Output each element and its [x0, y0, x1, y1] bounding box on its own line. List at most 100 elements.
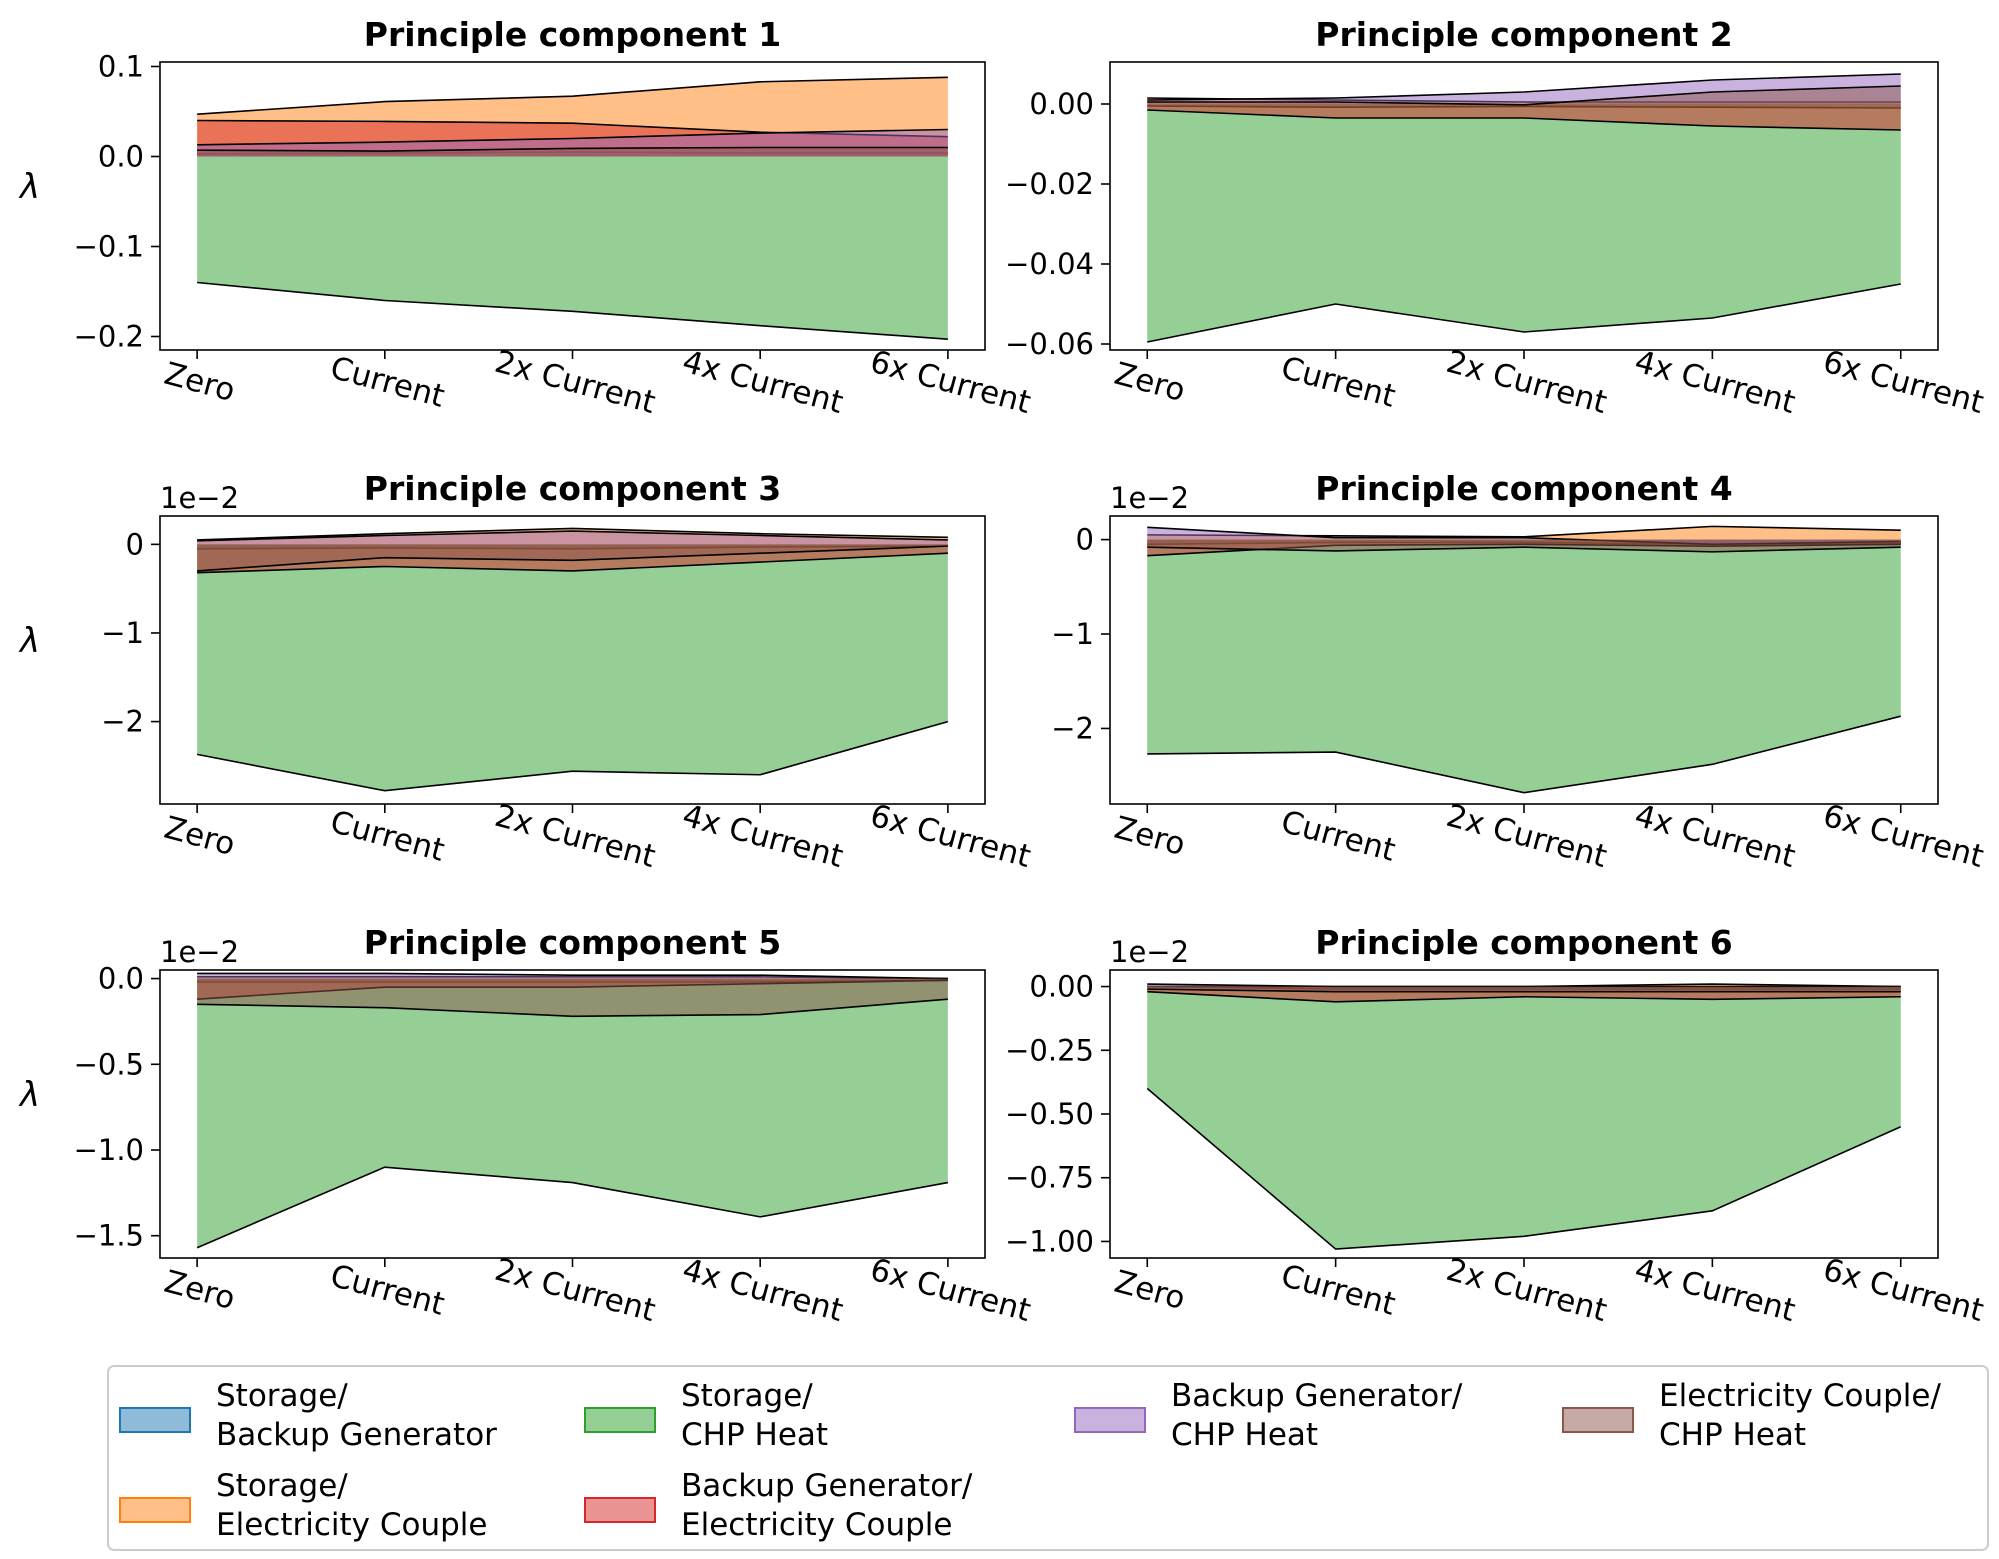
area-electricity-couple-chp-heat	[1147, 86, 1901, 105]
x-tick-label: 6x Current	[1819, 344, 1987, 421]
x-tick-label: 4x Current	[1631, 344, 1799, 421]
legend-label-line2: CHP Heat	[1171, 1417, 1318, 1453]
x-tick-label: 6x Current	[1819, 1252, 1987, 1329]
legend-item-backup-generator-chp-heat: Backup Generator/CHP Heat	[1074, 1378, 1463, 1453]
x-tick-label: 2x Current	[1443, 798, 1611, 875]
area-electricity-couple-chp-heat	[1147, 986, 1901, 992]
legend-label-line2: CHP Heat	[681, 1417, 828, 1453]
area-backup-generator-chp-heat	[1147, 984, 1901, 987]
area-layer	[1147, 73, 1901, 343]
x-tick-label: Zero	[161, 1264, 239, 1317]
x-tick-label: 2x Current	[1443, 1252, 1611, 1329]
area-layer	[1146, 983, 1902, 1250]
x-tick-label: 2x Current	[491, 1252, 659, 1329]
legend-item-backup-generator-electricity-couple: Backup Generator/Electricity Couple	[584, 1468, 973, 1543]
legend-swatch	[119, 1407, 191, 1433]
y-tick-label: −0.25	[1005, 1033, 1094, 1067]
x-tick-label: Zero	[1111, 356, 1189, 409]
line-backup-generator-chp-heat	[197, 128, 948, 146]
legend-item-storage-chp-heat: Storage/CHP Heat	[584, 1378, 828, 1453]
x-tick-label: 4x Current	[679, 798, 847, 875]
legend-label-line1: Storage/	[216, 1378, 348, 1414]
line-backup-generator-chp-heat	[1147, 983, 1901, 988]
area-layer	[196, 527, 949, 792]
line-storage-chp-heat	[196, 720, 949, 792]
legend-label-line1: Backup Generator/	[681, 1468, 973, 1504]
y-tick-label: −0.5	[74, 1047, 144, 1081]
y-tick-label: 0.00	[1029, 970, 1094, 1004]
area-layer	[197, 76, 948, 340]
axis-offset-label: 1e−2	[1110, 481, 1189, 515]
y-tick-label: −2	[1051, 711, 1094, 745]
legend-swatch	[119, 1497, 191, 1523]
legend-frame	[107, 1365, 1989, 1551]
x-tick-label: 2x Current	[491, 344, 659, 421]
x-tick-label: Current	[327, 350, 449, 415]
line-storage-chp-heat	[1146, 1087, 1902, 1250]
y-axis-label: λ	[18, 167, 40, 207]
subplot-title: Principle component 6	[1315, 923, 1732, 962]
x-tick-label: Zero	[161, 356, 239, 409]
y-tick-label: −0.02	[1005, 167, 1094, 201]
area-electricity-couple-chp-heat	[197, 147, 948, 157]
y-tick-label: −0.75	[1005, 1161, 1094, 1195]
y-tick-label: −0.1	[74, 230, 144, 264]
legend-label-line2: CHP Heat	[1659, 1417, 1806, 1453]
area-storage-chp-heat	[197, 544, 948, 791]
x-tick-label: 6x Current	[866, 798, 1034, 875]
y-tick-label: −1.0	[74, 1133, 144, 1167]
x-tick-label: Current	[1277, 350, 1399, 415]
line-storage-chp-heat	[196, 1166, 949, 1249]
legend-item-storage-electricity-couple: Storage/Electricity Couple	[119, 1468, 487, 1543]
line-storage-chp-heat	[197, 281, 948, 340]
legend-item-storage-backup-generator: Storage/Backup Generator	[119, 1378, 497, 1453]
subplot-title: Principle component 3	[364, 469, 781, 508]
legend-label-line2: Electricity Couple	[681, 1507, 952, 1543]
line-storage-chp-heat	[1147, 715, 1901, 794]
x-tick-label: 2x Current	[491, 798, 659, 875]
area-backup-generator-chp-heat	[197, 531, 948, 545]
x-tick-label: Current	[1277, 1258, 1399, 1323]
y-tick-label: 0	[1076, 523, 1094, 557]
y-tick-label: 0.1	[98, 50, 144, 84]
legend-swatch	[584, 1407, 656, 1433]
legend-swatch	[584, 1497, 656, 1523]
line-electricity-couple-chp-heat	[197, 545, 948, 572]
y-tick-label: −1	[1051, 617, 1094, 651]
x-tick-label: Current	[327, 1258, 449, 1323]
area-backup-generator-electricity-couple	[1147, 104, 1901, 130]
y-axis-label: λ	[18, 1075, 40, 1115]
y-tick-label: −0.2	[74, 320, 144, 354]
y-tick-label: −1	[101, 616, 144, 650]
x-tick-label: Current	[327, 804, 449, 869]
y-tick-label: 0.00	[1029, 87, 1094, 121]
legend-swatch	[1074, 1407, 1146, 1433]
subplot-5: 0.0 −0.5 −1.0 −1.5 Zero Current 2x Current 4x C…	[18, 923, 1035, 1329]
x-tick-label: 4x Current	[1631, 1252, 1799, 1329]
area-storage-chp-heat	[197, 156, 948, 340]
y-axis-label: λ	[18, 621, 40, 661]
area-electricity-couple-chp-heat	[197, 978, 948, 1017]
y-tick-label: 0.0	[98, 140, 144, 174]
y-tick-label: 0	[126, 527, 144, 561]
line-backup-generator-electricity-couple	[1147, 109, 1901, 131]
legend-label-line2: Backup Generator	[216, 1417, 497, 1453]
line-backup-generator-chp-heat	[197, 972, 948, 980]
subplot-6: 0.00 −0.25 −0.50 −0.75 −1.00 Zero Current 2x Cu…	[1005, 923, 1987, 1329]
legend-item-electricity-couple-chp-heat: Electricity Couple/CHP Heat	[1562, 1378, 1941, 1453]
subplot-title: Principle component 2	[1315, 15, 1732, 54]
x-tick-label: Zero	[1111, 810, 1189, 863]
line-backup-generator-electricity-couple	[1147, 990, 1901, 1003]
subplot-title: Principle component 5	[364, 923, 781, 962]
area-storage-chp-heat	[1147, 986, 1901, 1250]
area-electricity-couple-chp-heat	[1147, 539, 1901, 552]
y-tick-label: −1.5	[74, 1219, 144, 1253]
subplot-3: 0 −1 −2 Zero Current 2x Current 4x Current 6x C…	[18, 469, 1035, 875]
axis-offset-label: 1e−2	[1110, 935, 1189, 969]
area-electricity-couple-chp-heat	[197, 544, 948, 571]
x-tick-label: 4x Current	[1631, 798, 1799, 875]
x-tick-label: 4x Current	[679, 1252, 847, 1329]
subplot-1: 0.1 0.0 −0.1 −0.2 Zero Current 2x Current 4x Cu…	[18, 15, 1035, 421]
